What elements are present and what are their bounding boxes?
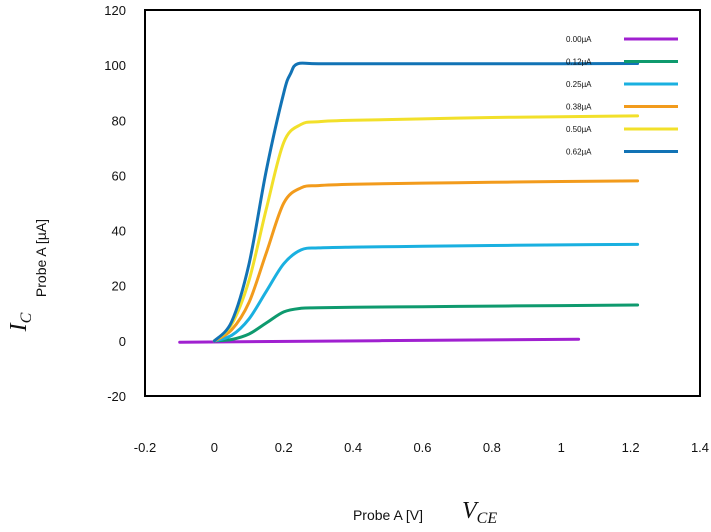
x-tick-label: 0 [211,440,218,455]
series-lines [178,61,640,344]
x-tick-label: 0.6 [413,440,431,455]
y-tick-label: 20 [112,279,126,294]
y-tick-label: 0 [119,334,126,349]
y-tick-label: -20 [107,389,126,404]
y-tick-label: 40 [112,224,126,239]
x-tick-label: 1.4 [691,440,709,455]
legend-label: 0.12µA [566,58,592,67]
x-tick-label: 0.4 [344,440,362,455]
x-tick-label: 1 [558,440,565,455]
series-line-0.00µA [178,337,581,344]
legend-label: 0.62µA [566,148,592,157]
x-axis-symbol: VCE [462,498,497,527]
y-tick-label: 80 [112,113,126,128]
y-tick-label: 120 [104,3,126,18]
x-tick-label: 1.2 [622,440,640,455]
legend-label: 0.38µA [566,103,592,112]
series-line-0.62µA [212,61,640,343]
y-tick-label: 60 [112,168,126,183]
y-axis-ticks: -20 0 20 40 60 80 100 120 [104,3,126,404]
plot-frame [144,9,701,397]
series-line-0.12µA [212,303,640,343]
series-line-0.25µA [212,242,640,343]
x-axis-ticks: -0.2 0 0.2 0.4 0.6 0.8 1 1.2 1.4 [134,440,709,455]
legend-label: 0.50µA [566,125,592,134]
x-axis-symbol-main: V [462,498,479,524]
y-tick-label: 100 [104,58,126,73]
x-tick-label: 0.8 [483,440,501,455]
y-axis-symbol-main: I [6,322,32,332]
y-axis-symbol: IC [6,312,35,332]
series-line-0.38µA [212,179,640,343]
x-tick-label: -0.2 [134,440,156,455]
x-axis-symbol-sub: CE [477,510,498,527]
y-axis-symbol-sub: C [18,312,35,323]
series-line-0.50µA [212,114,640,343]
y-axis-label: Probe A [µA] [33,219,49,297]
legend-label: 0.00µA [566,35,592,44]
legend-label: 0.25µA [566,80,592,89]
x-axis-label: Probe A [V] [353,507,423,523]
legend: 0.00µA 0.12µA 0.25µA 0.38µA 0.50µA 0.62µA [566,35,678,157]
x-tick-label: 0.2 [275,440,293,455]
